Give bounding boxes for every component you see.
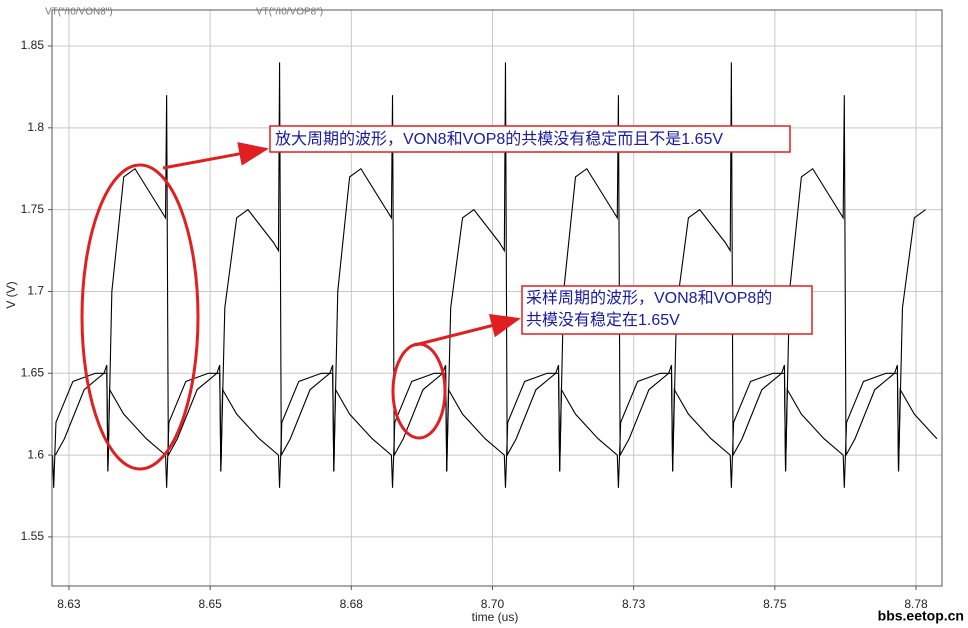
x-tick-label: 8.63 — [57, 597, 81, 611]
legend-entry: VT("/I0/VON8") — [45, 7, 113, 18]
x-tick-label: 8.70 — [481, 597, 505, 611]
legend-entry: VT("/I0/VOP8") — [256, 7, 323, 18]
y-tick-label: 1.7 — [27, 284, 44, 298]
annotation-text: 放大周期的波形，VON8和VOP8的共模没有稳定而且不是1.65V — [275, 130, 723, 148]
waveform — [54, 62, 926, 488]
plot-lines — [52, 62, 938, 488]
x-tick-label: 8.73 — [622, 597, 646, 611]
plot-frame — [51, 9, 943, 587]
y-tick-label: 1.55 — [21, 529, 45, 543]
annotation-text: 采样周期的波形，VON8和VOP8的 — [526, 289, 772, 307]
annotation-text: 共模没有稳定在1.65V — [526, 311, 680, 329]
watermark: bbs.eetop.cn — [878, 608, 964, 624]
y-tick-label: 1.8 — [27, 120, 44, 134]
arrow — [162, 142, 269, 170]
waveform — [52, 95, 938, 488]
x-tick-label: 8.75 — [763, 597, 787, 611]
y-tick-label: 1.75 — [21, 202, 45, 216]
x-tick-label: 8.78 — [904, 597, 928, 611]
arrow — [414, 313, 521, 347]
annotation-box — [269, 125, 791, 153]
x-tick-label: 8.65 — [198, 597, 222, 611]
y-tick-label: 1.65 — [21, 365, 45, 379]
annotation-box — [521, 285, 813, 335]
x-tick-label: 8.68 — [340, 597, 364, 611]
y-axis-label: V (V) — [4, 281, 18, 308]
y-tick-label: 1.6 — [27, 447, 44, 461]
x-axis-label: time (us) — [472, 610, 519, 624]
highlight-ellipse — [80, 163, 200, 471]
y-tick-label: 1.85 — [21, 38, 45, 52]
